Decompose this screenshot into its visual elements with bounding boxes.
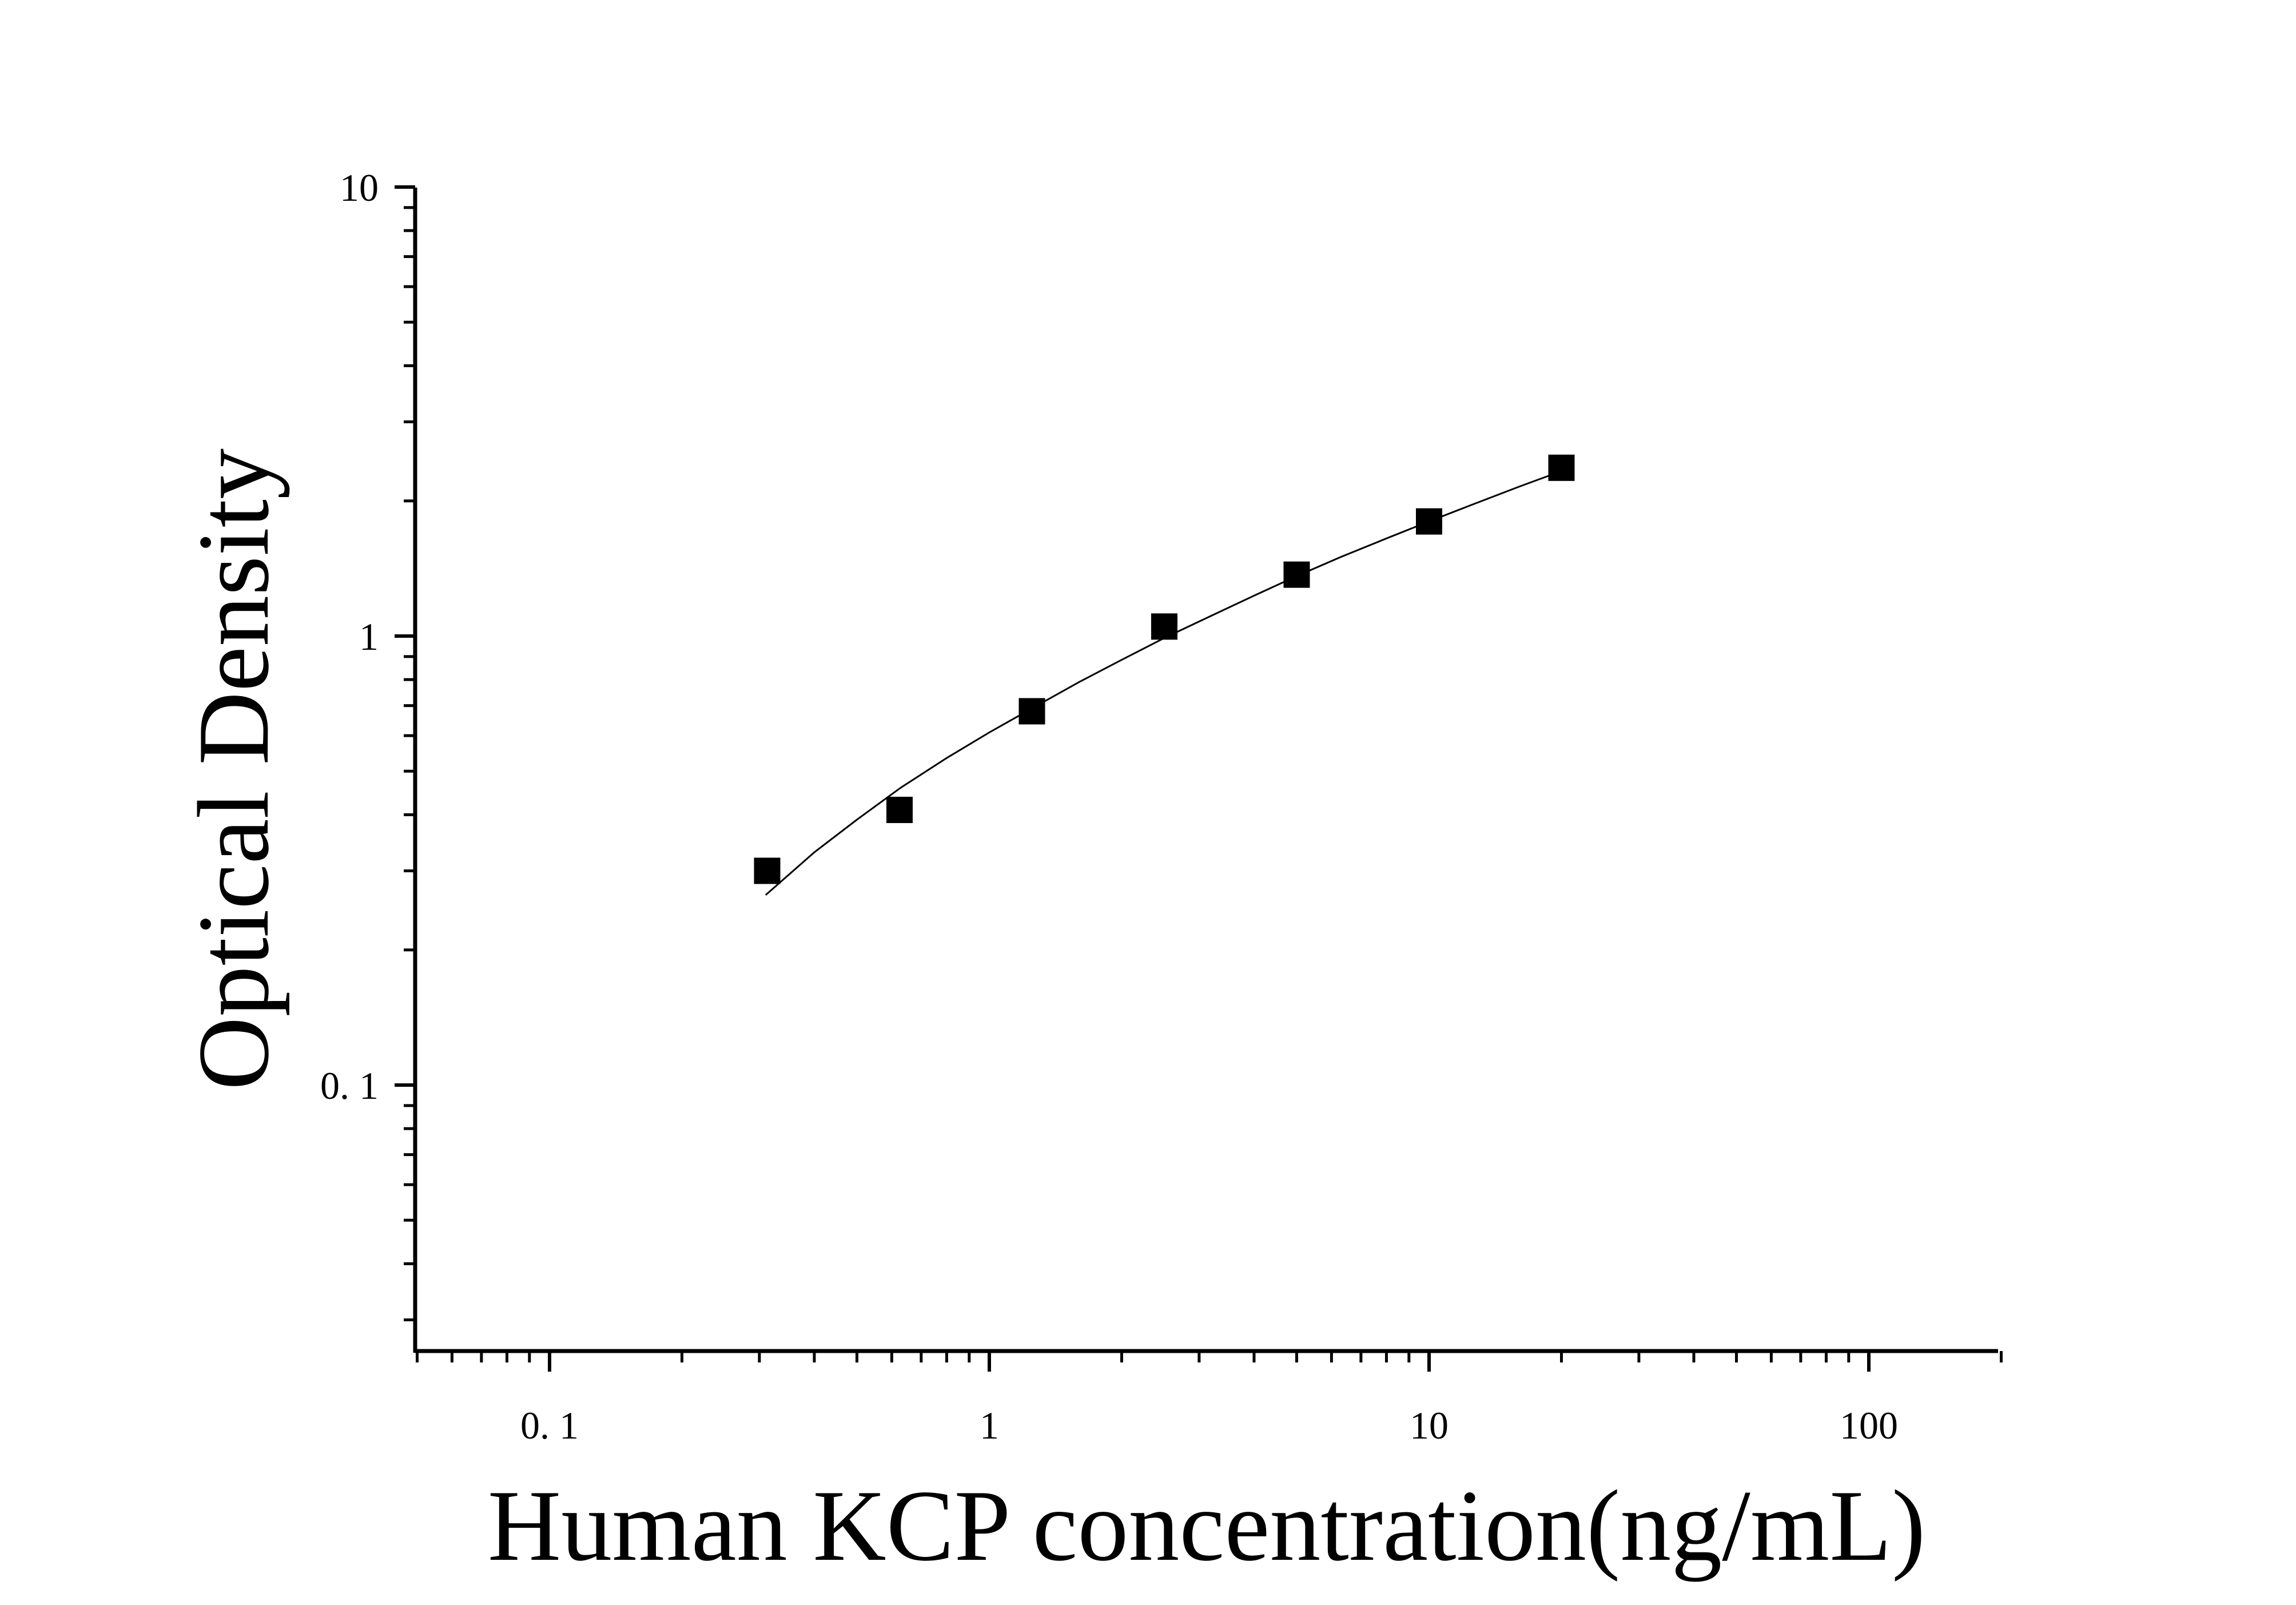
data-point xyxy=(1018,698,1045,725)
fit-curve xyxy=(765,470,1562,896)
data-point xyxy=(1548,454,1575,481)
y-tick-label: 0. 1 xyxy=(320,1064,379,1107)
x-tick-label: 10 xyxy=(1410,1404,1449,1447)
data-point xyxy=(1283,561,1310,588)
data-point xyxy=(886,796,913,823)
x-tick-label: 100 xyxy=(1840,1404,1898,1447)
data-points xyxy=(754,454,1575,884)
data-point xyxy=(1416,508,1442,535)
y-tick-label: 10 xyxy=(340,166,379,209)
x-tick-labels: 0. 1 1 10 100 xyxy=(520,1404,1898,1447)
y-major-ticks xyxy=(395,185,415,1087)
x-tick-label: 0. 1 xyxy=(520,1404,579,1447)
x-major-ticks xyxy=(548,1351,1871,1372)
x-axis-title: Human KCP concentration(ng/mL) xyxy=(488,1469,1926,1582)
y-tick-labels: 0. 1 1 10 xyxy=(320,166,379,1107)
y-tick-label: 1 xyxy=(359,615,379,658)
y-axis-title: Optical Density xyxy=(177,448,290,1090)
x-tick-label: 1 xyxy=(980,1404,999,1447)
data-point xyxy=(754,857,781,884)
data-point xyxy=(1151,613,1178,640)
